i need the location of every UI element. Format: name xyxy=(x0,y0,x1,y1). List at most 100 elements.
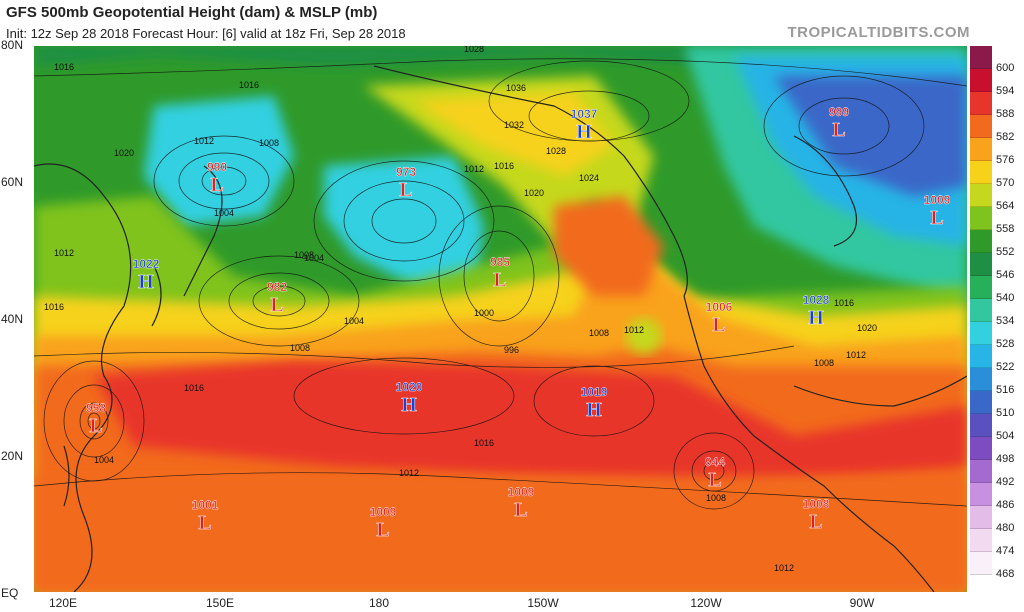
height-ridge-alaska-core xyxy=(414,91,614,176)
pressure-symbol: L xyxy=(712,314,725,336)
pressure-value: 982 xyxy=(267,280,287,294)
height-field xyxy=(34,46,967,592)
isobar-label: 1016 xyxy=(44,302,64,312)
pressure-symbol: L xyxy=(708,469,721,491)
height-low-east-canada-core xyxy=(774,76,967,196)
colorbar-label: 582 xyxy=(996,131,1015,143)
isobar-label: 1016 xyxy=(184,383,204,393)
isobar-label-layer: 1016101610121020100810041028103610321028… xyxy=(44,46,877,573)
colorbar-label: 576 xyxy=(996,154,1015,166)
lat-label: 60N xyxy=(1,175,24,189)
colorbar-swatch xyxy=(970,414,992,437)
isobar-label: 1016 xyxy=(834,298,854,308)
isobar-ring xyxy=(438,205,560,347)
pressure-symbol: H xyxy=(586,399,602,421)
colorbar-label: 528 xyxy=(996,338,1015,350)
pressure-symbol: L xyxy=(399,179,412,201)
pressure-symbol: L xyxy=(930,207,943,229)
colorbar-label: 588 xyxy=(996,108,1015,120)
isobar-label: 1012 xyxy=(54,248,74,258)
coastline-hudson xyxy=(793,135,858,247)
colorbar-swatch xyxy=(970,46,992,69)
pressure-symbol: L xyxy=(832,119,845,141)
colorbar-label: 480 xyxy=(996,522,1015,534)
lon-label: 90W xyxy=(849,596,875,610)
pressure-symbol: L xyxy=(89,415,102,437)
colorbar-label: 600 xyxy=(996,62,1015,74)
colorbar-swatch xyxy=(970,506,992,529)
colorbar-swatch xyxy=(970,299,992,322)
colorbar-swatch xyxy=(970,207,992,230)
colorbar-label: 540 xyxy=(996,292,1015,304)
pressure-symbol: H xyxy=(138,271,154,293)
colorbar-swatch xyxy=(970,391,992,414)
colorbar-swatch xyxy=(970,529,992,552)
isobar-label: 996 xyxy=(504,345,519,355)
isobar-ring xyxy=(198,255,360,347)
coastlines xyxy=(34,65,967,592)
isobar-label: 1028 xyxy=(546,146,566,156)
colorbar-swatch xyxy=(970,253,992,276)
pressure-value: 1028 xyxy=(803,293,830,307)
colorbar-swatch xyxy=(970,368,992,391)
isobar-ring xyxy=(798,97,890,155)
isobar-ring xyxy=(533,365,655,437)
isobar-ring xyxy=(252,285,306,317)
colorbar-swatch xyxy=(970,460,992,483)
colorbar xyxy=(970,46,992,578)
isobar-label: 1012 xyxy=(624,325,644,335)
colorbar-swatch xyxy=(970,276,992,299)
weather-map: 1016101610121020100810041028103610321028… xyxy=(34,46,967,592)
pressure-value: 1006 xyxy=(706,300,733,314)
isobar-ring xyxy=(528,90,650,142)
isobar-label: 1000 xyxy=(474,308,494,318)
height-low-siberia xyxy=(144,96,294,226)
pressure-symbol: L xyxy=(376,519,389,541)
coastline-us-gulf xyxy=(793,375,967,407)
isobar-label: 1008 xyxy=(259,138,279,148)
pressure-symbol: L xyxy=(493,269,506,291)
height-ridge-ne-pacific xyxy=(554,196,664,296)
isobar-ring xyxy=(293,357,515,435)
colorbar-label: 594 xyxy=(996,85,1015,97)
lon-label: 180 xyxy=(368,596,390,610)
coastline-philippines xyxy=(63,445,70,507)
isobar-label: 1012 xyxy=(774,563,794,573)
lon-label: 150E xyxy=(205,596,235,610)
colorbar-label: 468 xyxy=(996,568,1015,580)
isobar-label: 1020 xyxy=(524,188,544,198)
isobar-label: 1004 xyxy=(214,208,234,218)
pressure-symbol: L xyxy=(270,294,283,316)
coastline-north-america-west xyxy=(683,295,935,592)
isobar-ring xyxy=(87,412,101,430)
colorbar-label: 510 xyxy=(996,407,1015,419)
lat-label: EQ xyxy=(1,586,19,600)
isobar-label: 1004 xyxy=(304,253,324,263)
isobar-ring xyxy=(463,230,535,322)
pressure-symbol: L xyxy=(809,511,822,533)
lat-label: 40N xyxy=(1,312,24,326)
coastline-kamchatka xyxy=(183,165,223,297)
colorbar-label: 570 xyxy=(996,177,1015,189)
isobar-label: 1012 xyxy=(464,164,484,174)
pressure-value: 985 xyxy=(490,255,510,269)
pressure-value: 1019 xyxy=(581,385,608,399)
colorbar-label: 486 xyxy=(996,499,1015,511)
pressure-symbol: L xyxy=(210,174,223,196)
isobar-label: 1020 xyxy=(114,148,134,158)
pressure-symbol: H xyxy=(401,394,417,416)
map-panel: 1016 1016 1012 1020 1008 1004 1028 1036 1032 1028… xyxy=(34,46,967,592)
isobar-ring xyxy=(763,75,925,177)
isobar-label: 1016 xyxy=(474,438,494,448)
colorbar-label: 522 xyxy=(996,361,1015,373)
lon-label: 150W xyxy=(527,596,559,610)
colorbar-swatch xyxy=(970,230,992,253)
